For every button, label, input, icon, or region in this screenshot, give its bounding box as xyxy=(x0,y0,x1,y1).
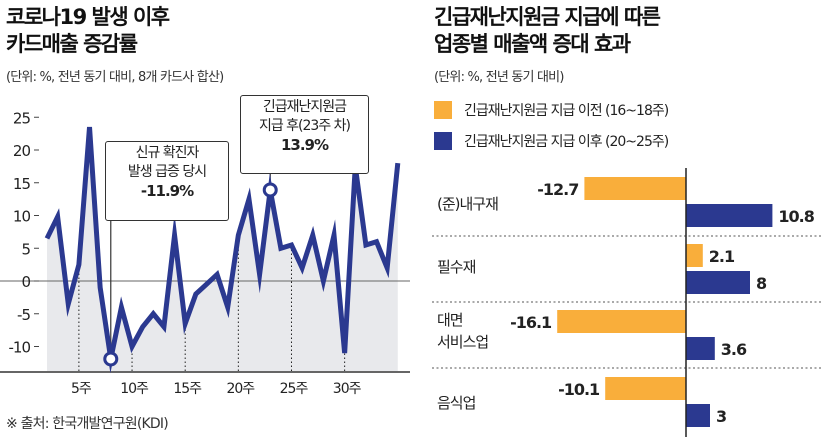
category-text: (준)내구재 xyxy=(437,195,499,213)
annotation-value: -11.9% xyxy=(140,182,194,200)
y-tick-label: 25 xyxy=(13,109,31,127)
right-chart-title: 긴급재난지원금 지급에 따른 업종별 매출액 증대 효과 xyxy=(434,4,661,58)
category-label: 음식업 xyxy=(437,392,476,414)
source-note: ※ 출처: 한국개발연구원(KDI) xyxy=(6,416,169,432)
annotation-covid-surge: 신규 확진자 발생 급증 당시 -11.9% xyxy=(105,141,229,221)
y-tick-label: -10 xyxy=(9,339,31,357)
y-tick-label: 0 xyxy=(21,273,30,291)
annotation-text: 신규 확진자 xyxy=(135,145,200,161)
left-title-line2: 카드매출 증감률 xyxy=(6,32,138,56)
data-label: 10.8 xyxy=(778,207,814,226)
chart-area-fill xyxy=(47,127,398,371)
bar-after xyxy=(686,404,710,427)
x-tick-label: 5주 xyxy=(71,381,92,397)
annotation-relief-fund: 긴급재난지원금 지급 후(23주 차) 13.9% xyxy=(240,95,369,174)
data-label: -16.1 xyxy=(510,313,552,332)
annotation-value: 13.9% xyxy=(280,136,329,154)
x-tick-label: 25주 xyxy=(280,381,309,397)
right-title-line1: 긴급재난지원금 지급에 따른 xyxy=(434,5,661,29)
left-title-line1: 코로나19 발생 이후 xyxy=(6,5,170,29)
right-chart-subtitle: (단위: %, 전년 동기 대비) xyxy=(434,70,564,85)
legend-swatch-after xyxy=(434,132,452,150)
x-tick-label: 20주 xyxy=(226,381,255,397)
x-tick-label: 10주 xyxy=(120,381,149,397)
y-tick-label: 15 xyxy=(13,175,31,193)
left-chart-subtitle: (단위: %, 전년 동기 대비, 8개 카드사 합산) xyxy=(6,70,224,85)
y-tick-label: 10 xyxy=(13,208,31,226)
y-tick-label: 20 xyxy=(13,142,31,160)
bar-after xyxy=(686,204,773,227)
right-title-line2: 업종별 매출액 증대 효과 xyxy=(434,32,631,56)
category-label: 필수재 xyxy=(437,256,476,278)
bar-before xyxy=(584,177,686,200)
data-label: -10.1 xyxy=(558,380,600,399)
bar-after xyxy=(686,337,715,360)
annotation-text: 긴급재난지원금 xyxy=(262,99,347,115)
legend-item-before: 긴급재난지원금 지급 이전 (16~18주) xyxy=(434,100,669,120)
data-line xyxy=(44,126,401,374)
category-text: 필수재 xyxy=(437,258,476,276)
category-text: 대면 xyxy=(437,311,464,329)
data-label: 3 xyxy=(716,407,726,426)
y-tick-label: 5 xyxy=(21,240,30,258)
annotation-text: 지급 후(23주 차) xyxy=(258,118,351,134)
highlight-point-marker xyxy=(103,351,119,367)
x-tick-label: 15주 xyxy=(173,381,202,397)
data-label: 2.1 xyxy=(709,247,735,266)
data-label: -12.7 xyxy=(537,180,578,199)
bar-before xyxy=(605,377,686,400)
data-label: 3.6 xyxy=(721,340,747,359)
legend-label: 긴급재난지원금 지급 이후 (20~25주) xyxy=(464,134,669,150)
legend-item-after: 긴급재난지원금 지급 이후 (20~25주) xyxy=(434,131,669,151)
data-label: 8 xyxy=(756,274,767,293)
annotation-text: 발생 급증 당시 xyxy=(127,164,207,180)
category-text: 서비스업 xyxy=(437,333,489,351)
bar-before xyxy=(557,310,686,333)
left-chart-title: 코로나19 발생 이후 카드매출 증감률 xyxy=(6,4,170,58)
bar-before xyxy=(686,244,703,267)
category-text: 음식업 xyxy=(437,394,476,412)
highlight-point-marker xyxy=(262,182,278,198)
bar-after xyxy=(686,271,750,294)
category-label: (준)내구재 xyxy=(437,193,499,215)
y-tick-label: -5 xyxy=(17,306,30,324)
x-tick-label: 30주 xyxy=(333,381,362,397)
legend-swatch-before xyxy=(434,101,452,119)
legend-label: 긴급재난지원금 지급 이전 (16~18주) xyxy=(464,103,669,119)
